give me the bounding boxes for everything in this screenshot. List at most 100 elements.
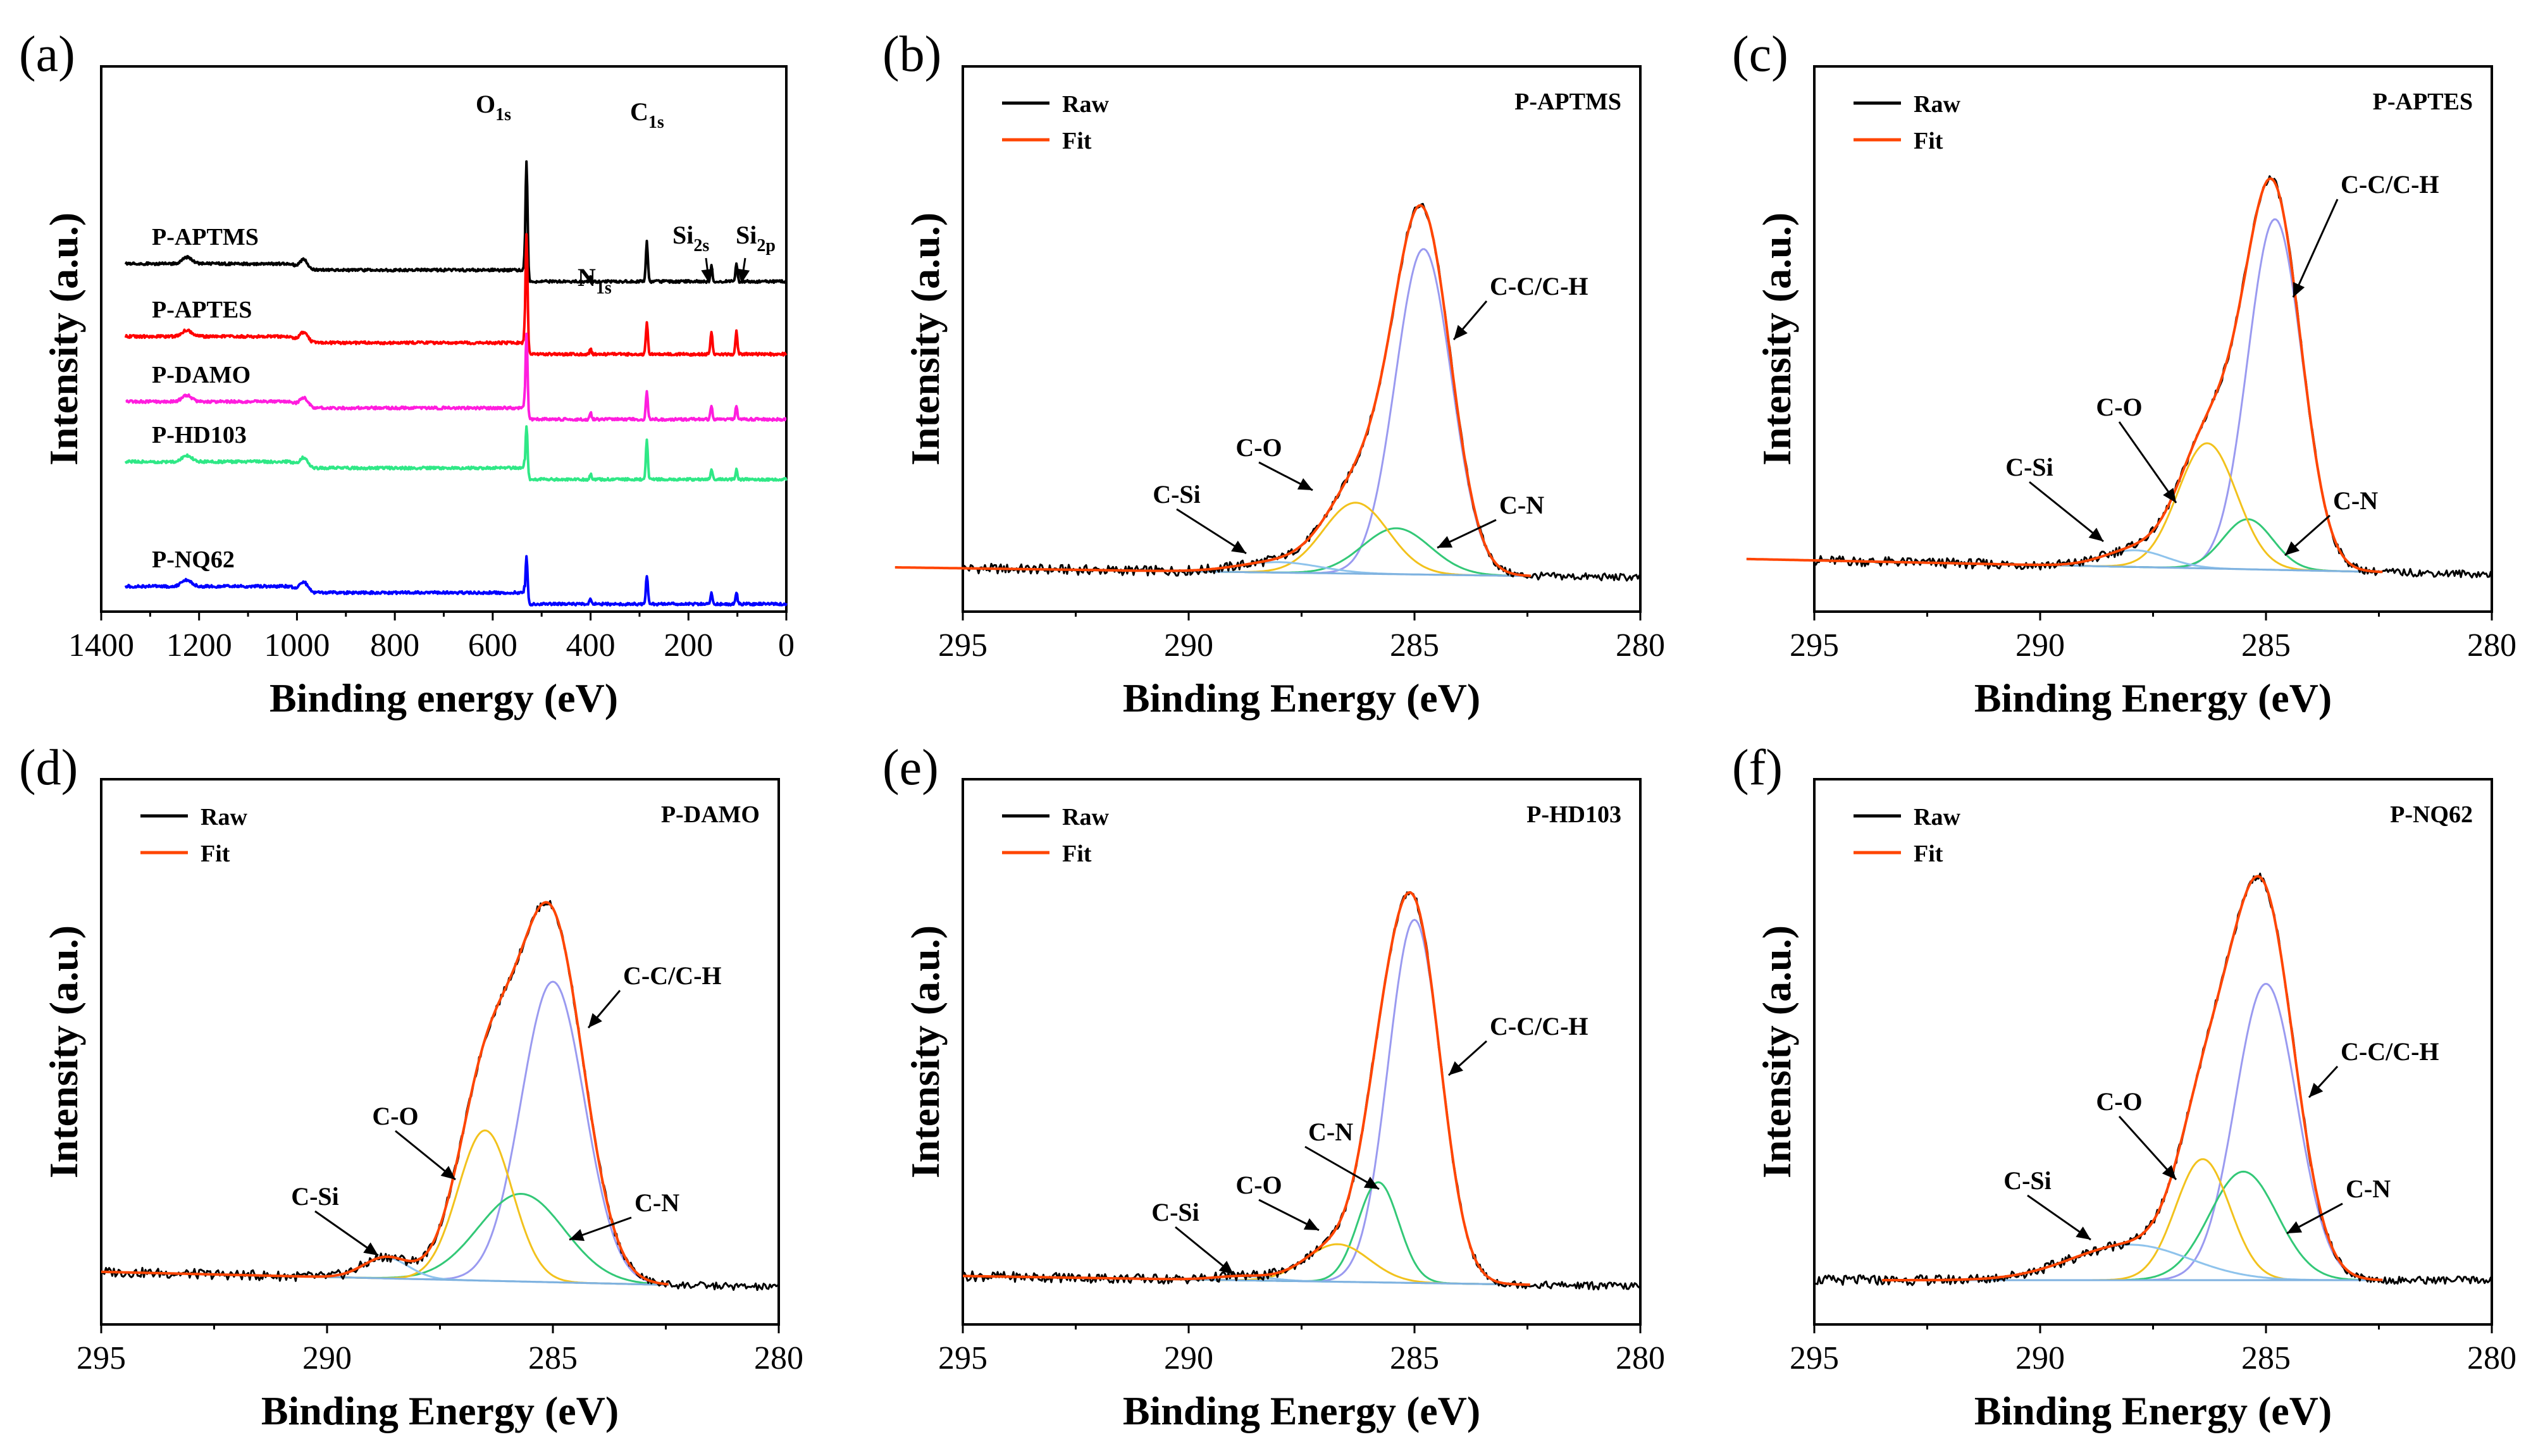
sample-title: P-DAMO <box>661 801 760 828</box>
element-symbol: N <box>578 263 596 292</box>
series-label: P-NQ62 <box>152 546 235 573</box>
panel-f: (f) 295 290 285 280 Binding Energy (eV) Intens… <box>1732 740 2516 1433</box>
x-tick-label: 290 <box>1164 1340 1213 1376</box>
peak-label-co: C-O <box>1235 1171 1282 1199</box>
peak-arrow-cn-head <box>2285 541 2300 555</box>
peak-label-co: C-O <box>372 1102 418 1130</box>
legend-raw-label: Raw <box>201 804 247 830</box>
panel-letter: (f) <box>1732 740 1783 796</box>
peak-arrow-ccch-head <box>588 1013 602 1028</box>
panel-d: (d) 295 290 285 280 Binding Energy (eV) Intens… <box>19 740 803 1433</box>
sample-title: P-APTMS <box>1514 89 1621 115</box>
x-tick-label: 295 <box>1790 627 1839 663</box>
legend-raw-label: Raw <box>1062 804 1109 830</box>
sample-title: P-HD103 <box>1526 801 1621 828</box>
panel-c: (c) 295 290 285 280 Binding Energy (eV) Intens… <box>1732 27 2516 720</box>
legend-raw-label: Raw <box>1062 91 1109 118</box>
raw-line <box>962 202 1640 582</box>
peak-arrow-cn-head <box>1437 536 1453 548</box>
legend-fit-label: Fit <box>1062 128 1092 154</box>
x-axis-title: Binding Energy (eV) <box>1123 1388 1480 1433</box>
element-subscript: 2p <box>757 236 776 256</box>
x-tick-label: 285 <box>2241 627 2291 663</box>
survey-line-p-damo <box>125 332 787 422</box>
x-tick-label: 280 <box>2467 627 2516 663</box>
si2s-arrow-head <box>701 268 714 283</box>
y-axis-title: Intensity (a.u.) <box>903 213 948 466</box>
x-axis-title: Binding energy (eV) <box>269 676 618 720</box>
y-axis-title: Intensity (a.u.) <box>41 213 86 466</box>
peak-arrow-ccch-head <box>1449 1061 1464 1075</box>
peak-arrow-co-head <box>2162 1164 2176 1180</box>
survey-line-p-hd103 <box>124 425 788 482</box>
x-tick-label: 600 <box>468 627 517 663</box>
peak-arrow-co-shaft <box>2118 1115 2177 1181</box>
peak-arrow-cn-head <box>569 1229 585 1242</box>
sample-title: P-NQ62 <box>2390 801 2473 828</box>
x-tick-label: 295 <box>938 1340 987 1376</box>
peak-label-cn: C-N <box>634 1188 679 1217</box>
peak-label-csi: C-Si <box>1151 1198 1199 1226</box>
peak-arrow-cn-head <box>2287 1221 2303 1233</box>
x-tick-label: 280 <box>2467 1340 2516 1376</box>
x-tick-label: 1400 <box>68 627 134 663</box>
fit-line <box>1882 875 2383 1281</box>
peak-label-csi: C-Si <box>2003 1166 2052 1195</box>
x-tick-label: 290 <box>2015 627 2065 663</box>
legend-fit-label: Fit <box>1062 841 1092 867</box>
peak-arrow-ccch-head <box>2293 281 2305 297</box>
panel-letter: (a) <box>19 27 75 82</box>
element-label: Si2s <box>672 221 709 256</box>
y-axis-title: Intensity (a.u.) <box>1754 925 1799 1178</box>
panel-letter: (e) <box>882 740 939 796</box>
component-co-peak <box>101 1129 669 1286</box>
legend-raw-label: Raw <box>1914 91 1960 118</box>
element-subscript: 2s <box>693 236 709 256</box>
peak-label-cn: C-N <box>2333 486 2378 515</box>
peak-arrow-co-head <box>1303 1218 1319 1230</box>
element-subscript: 1s <box>495 105 511 125</box>
panel-b: (b) 295 290 285 280 Binding Energy (eV) Intens… <box>882 27 1665 720</box>
peak-label-csi: C-Si <box>2005 453 2053 481</box>
peak-arrow-co-head <box>2163 488 2176 503</box>
x-tick-label: 200 <box>664 627 713 663</box>
x-tick-label: 290 <box>2015 1340 2065 1376</box>
component-ccch-peak <box>894 248 1532 577</box>
series-label: P-HD103 <box>152 422 247 448</box>
legend-raw-label: Raw <box>1914 804 1960 830</box>
x-tick-label: 290 <box>302 1340 352 1376</box>
fit-line <box>101 901 669 1286</box>
y-axis-title: Intensity (a.u.) <box>41 925 86 1178</box>
element-label: N1s <box>578 263 612 298</box>
peak-label-csi: C-Si <box>1153 480 1201 509</box>
raw-line <box>1814 175 2492 579</box>
peak-arrow-co-head <box>440 1166 455 1180</box>
x-tick-label: 1200 <box>166 627 232 663</box>
sample-title: P-APTES <box>2373 89 2473 115</box>
legend-fit-label: Fit <box>1914 841 1943 867</box>
panel-e: (e) 295 290 285 280 Binding Energy (eV) Intens… <box>882 740 1665 1433</box>
peak-label-co: C-O <box>2096 1087 2142 1116</box>
x-tick-label: 295 <box>77 1340 126 1376</box>
peak-label-ccch: C-C/C-H <box>1490 1012 1588 1040</box>
x-tick-label: 0 <box>778 627 795 663</box>
peak-label-ccch: C-C/C-H <box>2341 1037 2439 1066</box>
peak-arrow-cn-head <box>1363 1176 1379 1189</box>
peak-arrow-csi-head <box>2088 527 2103 541</box>
peak-label-ccch: C-C/C-H <box>623 961 722 990</box>
x-axis-title: Binding Energy (eV) <box>1123 676 1480 720</box>
peak-arrow-ccch-shaft <box>2292 199 2339 298</box>
peak-arrow-csi-head <box>1231 540 1246 553</box>
x-tick-label: 285 <box>528 1340 578 1376</box>
x-tick-label: 285 <box>1390 1340 1439 1376</box>
survey-line-p-aptms <box>124 160 787 284</box>
x-tick-label: 295 <box>1790 1340 1839 1376</box>
raw-line <box>100 900 779 1292</box>
series-label: P-DAMO <box>152 362 251 388</box>
peak-label-csi: C-Si <box>291 1182 339 1211</box>
peak-label-ccch: C-C/C-H <box>1490 272 1588 300</box>
si2p-arrow-head <box>737 268 750 283</box>
peak-arrow-csi-head <box>1218 1261 1234 1274</box>
fit-line <box>894 204 1532 577</box>
